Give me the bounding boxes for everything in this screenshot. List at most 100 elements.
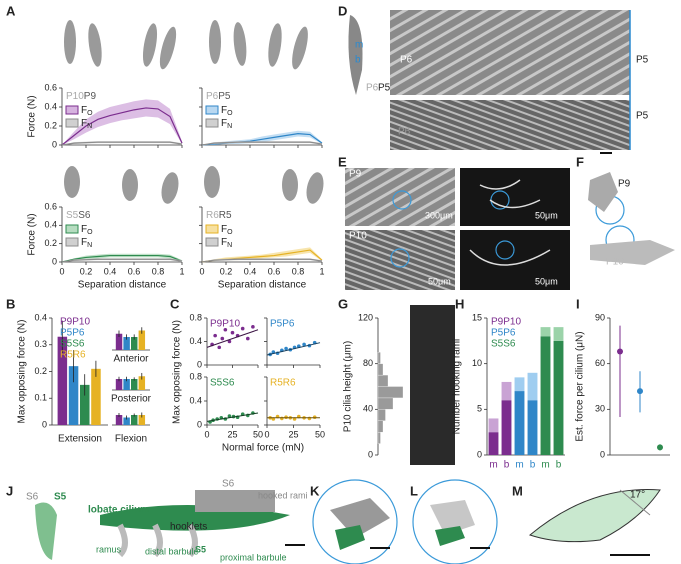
inset-title: Posterior	[111, 394, 152, 405]
point	[251, 325, 255, 329]
feather-icon	[348, 15, 363, 95]
y-tick-label: 90	[595, 312, 605, 322]
annotation: 300μm	[425, 210, 453, 220]
legend-label: P9P10	[491, 317, 521, 328]
legend-name: F	[221, 105, 227, 116]
bar	[131, 379, 138, 390]
legend-swatch	[205, 224, 219, 234]
bar	[123, 337, 130, 350]
y-tick-label: 0.4	[34, 312, 47, 322]
bar	[115, 415, 123, 425]
y-tick-label: 10	[472, 358, 482, 368]
point	[302, 342, 306, 347]
x-tick-label: 0	[264, 429, 269, 439]
point	[312, 415, 317, 420]
y-tick-label: 0	[52, 256, 57, 266]
sem-image	[410, 305, 455, 465]
y-axis-label: Number hooking rami	[452, 339, 463, 435]
point	[284, 415, 288, 420]
x-axis-label: Separation distance	[218, 280, 307, 291]
pair-name: R6	[206, 210, 219, 221]
bar	[138, 415, 146, 425]
cilium-illustration	[430, 500, 475, 535]
legend-name: F	[221, 237, 227, 248]
y-tick-label: 0.4	[44, 101, 57, 111]
legend-name: F	[221, 224, 227, 235]
point	[246, 336, 250, 341]
annotation: P6	[398, 127, 411, 138]
cilium-illustration	[435, 526, 465, 546]
bar	[123, 417, 130, 425]
pair-name: R5	[219, 210, 232, 221]
panel-label: M	[512, 483, 523, 498]
scale-bars	[285, 152, 650, 556]
point	[217, 345, 222, 350]
point	[637, 388, 643, 395]
y-tick-label: 0.6	[44, 201, 57, 211]
sem-image	[345, 168, 455, 226]
y-tick-label: 15	[472, 312, 482, 322]
annotation: S5	[195, 544, 206, 554]
line	[61, 258, 183, 263]
annotation: P9	[618, 179, 631, 190]
y-tick-label: 0	[42, 419, 47, 429]
x-axis-label: Normal force (mN)	[222, 443, 304, 454]
x-tick-label: 1	[179, 266, 184, 276]
legend-swatch	[65, 105, 79, 115]
legend-subscript: N	[87, 242, 92, 249]
panel-label: K	[310, 483, 320, 498]
y-tick-label: 80	[363, 358, 373, 368]
bar	[138, 330, 146, 350]
pair-name: P5	[218, 91, 231, 102]
bar-segment	[501, 400, 512, 455]
y-tick-label: 120	[358, 312, 373, 322]
annotation: P10	[349, 231, 367, 242]
y-tick-label: 30	[595, 404, 605, 414]
y-tick-label: 0.6	[44, 82, 57, 92]
x-tick-label: 50	[253, 429, 263, 439]
x-tick-label: 0.2	[220, 266, 233, 276]
point	[220, 336, 225, 341]
angle-line	[619, 489, 651, 516]
pair-name: P9	[84, 91, 97, 102]
x-tick-label: 25	[227, 429, 237, 439]
y-tick-label: 5	[477, 404, 482, 414]
y-tick-label: 0.4	[189, 395, 202, 405]
line	[61, 107, 183, 146]
panel-label: F	[576, 154, 584, 169]
cilium-illustration	[528, 489, 661, 543]
x-tick-label: 0.4	[104, 266, 117, 276]
sem-image	[460, 168, 570, 226]
y-tick-label: 60	[595, 358, 605, 368]
annotation: 50μm	[535, 210, 558, 220]
inset-title: Anterior	[113, 354, 149, 365]
bar-segment	[488, 432, 499, 455]
x-tick-label: m	[489, 460, 497, 471]
x-tick-label: 0	[59, 266, 64, 276]
x-tick-label: Flexion	[115, 434, 147, 445]
feather-icon	[35, 502, 57, 560]
y-axis-label: Force (N)	[27, 213, 38, 255]
annotation: P9	[349, 169, 362, 180]
y-tick-label: 0	[600, 449, 605, 459]
x-tick-label: b	[530, 460, 536, 471]
panel-label: G	[338, 296, 348, 311]
legend-name: F	[81, 118, 87, 129]
annotation: b	[355, 55, 361, 66]
legend-label: FN	[221, 118, 232, 130]
annotation: m	[355, 40, 363, 51]
bar-segment	[527, 372, 538, 401]
panel-label: B	[6, 296, 15, 311]
annotation: 50μm	[428, 276, 451, 286]
histogram-bar	[377, 386, 404, 399]
annotation: hooklets	[170, 522, 207, 533]
legend-label: FN	[81, 118, 92, 130]
point	[223, 327, 228, 332]
bar	[115, 379, 123, 390]
y-tick-label: 0.8	[189, 371, 202, 381]
legend-label: P9P10	[60, 317, 90, 328]
point	[617, 348, 623, 355]
bar	[57, 336, 68, 425]
point	[213, 333, 217, 338]
panel-label: H	[455, 296, 464, 311]
